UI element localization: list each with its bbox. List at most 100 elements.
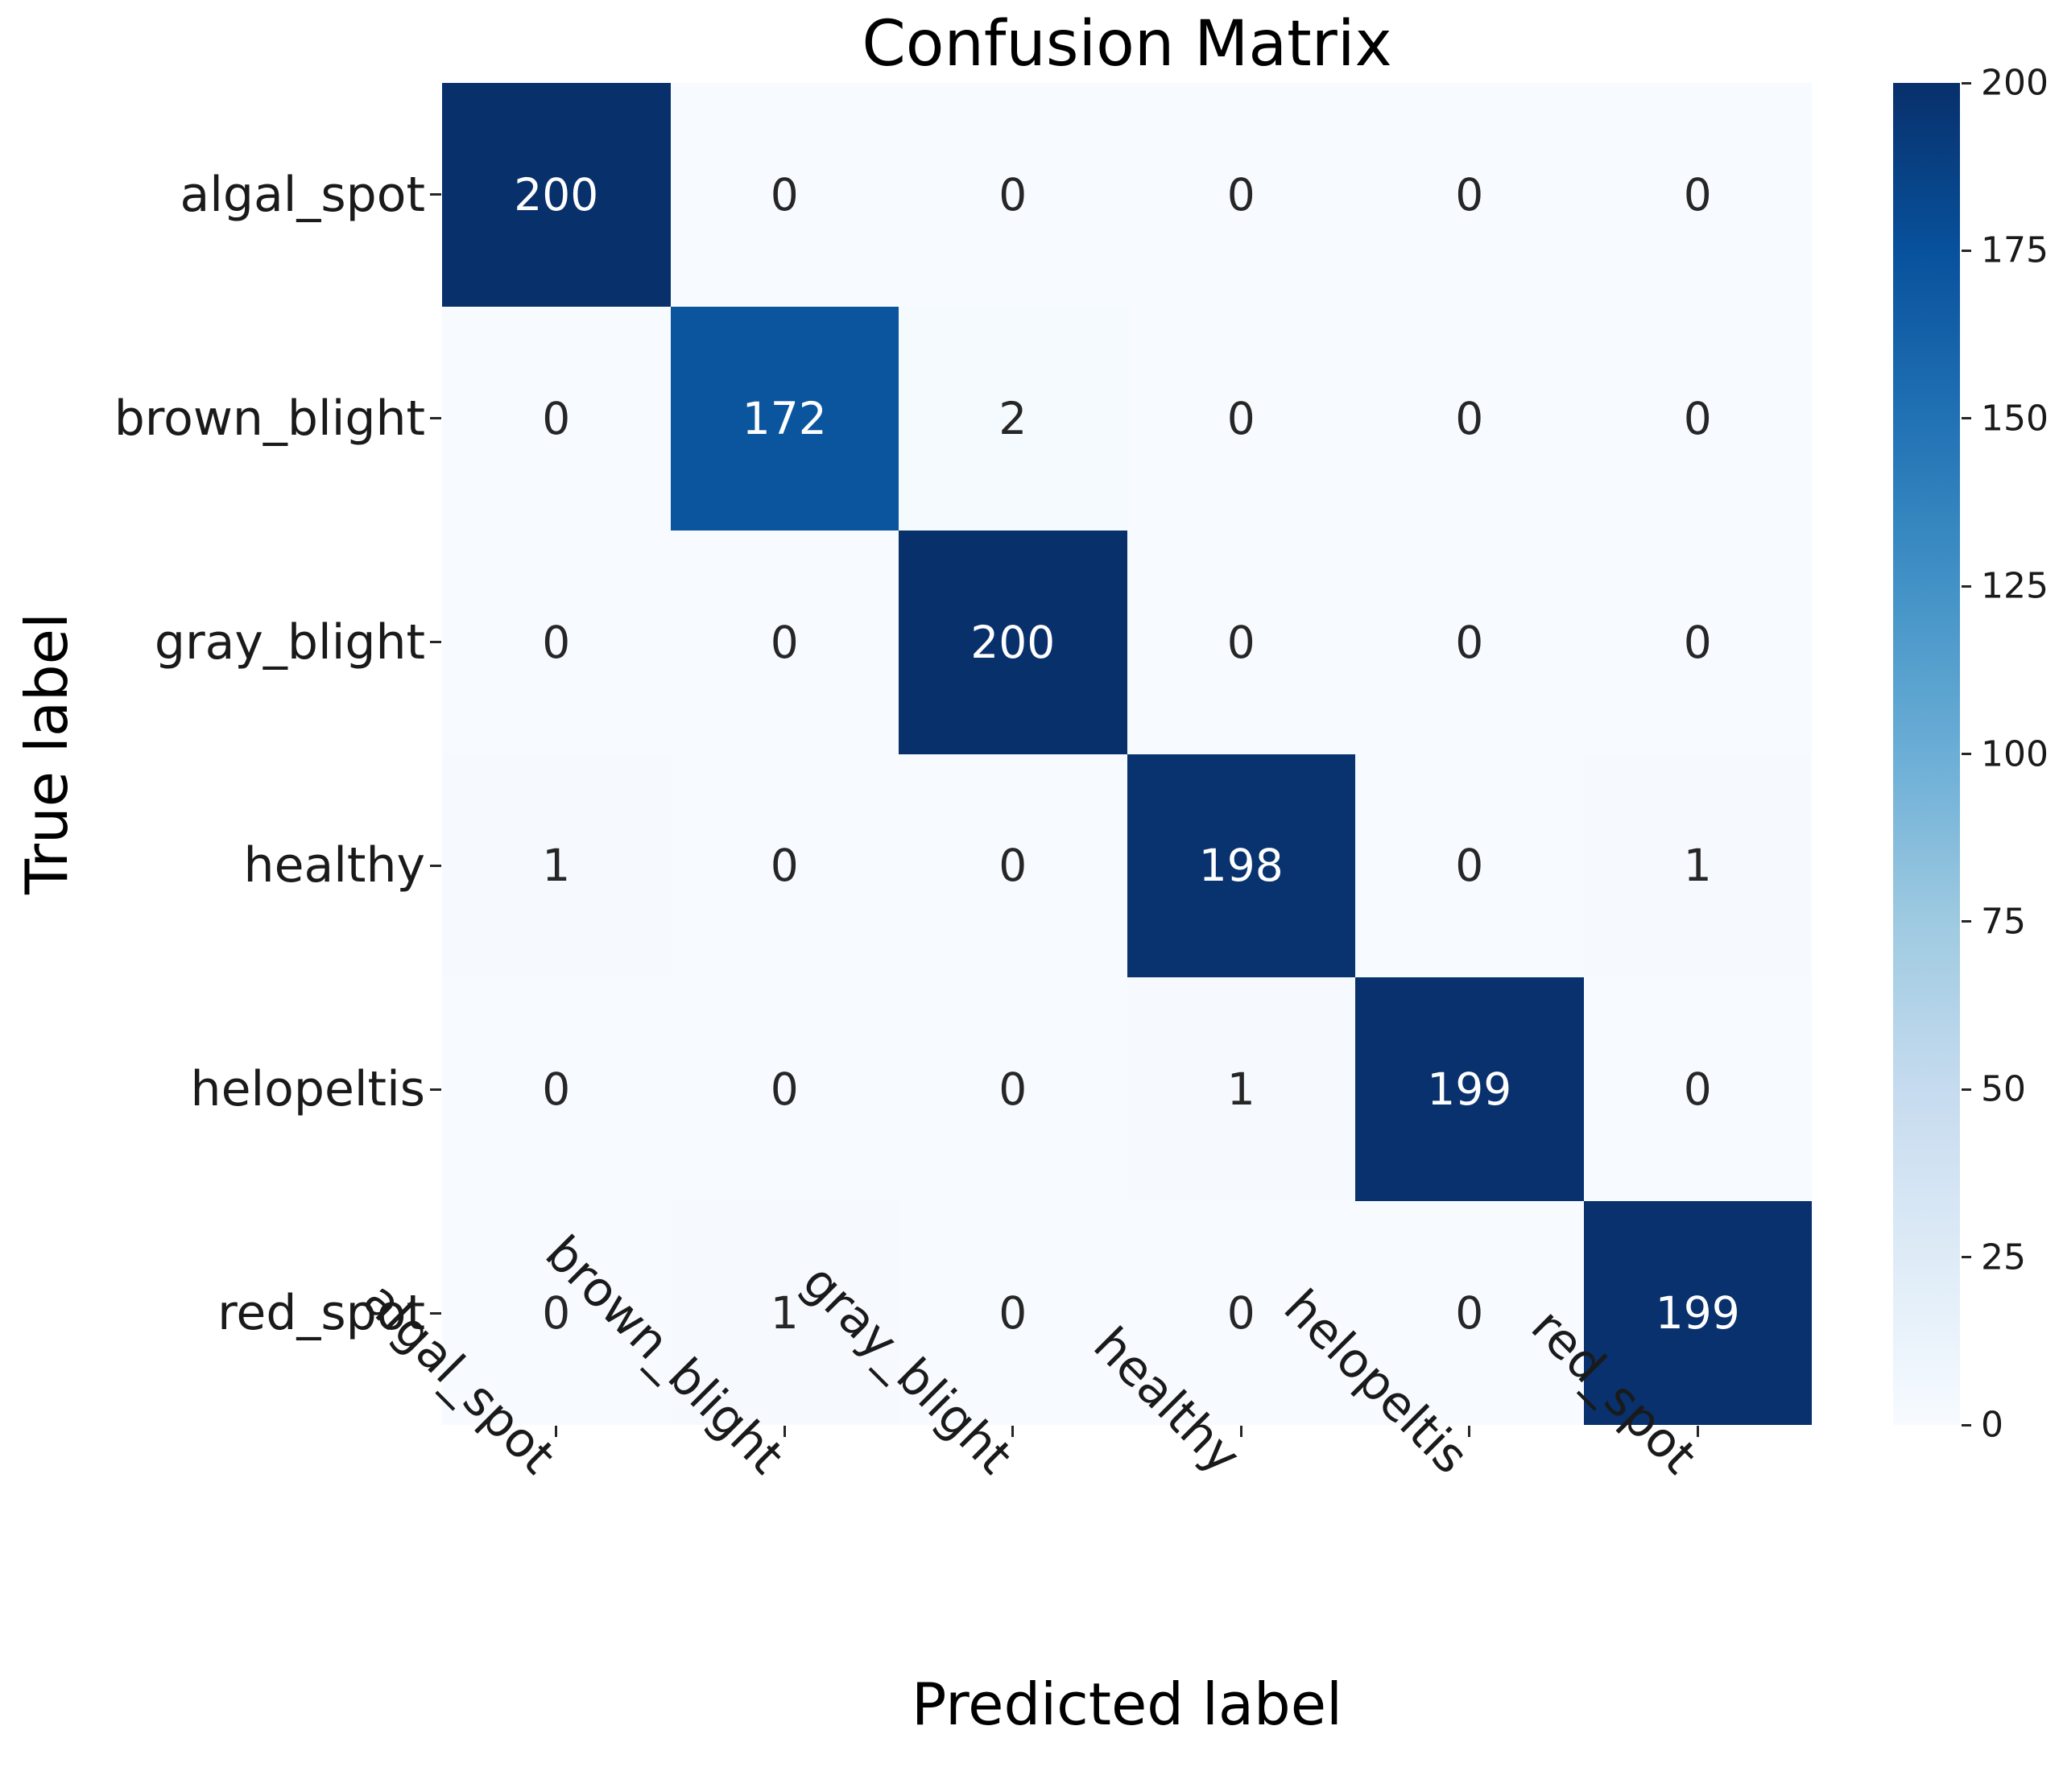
cell-value: 0: [770, 1063, 799, 1116]
heatmap-cell: 0: [670, 977, 899, 1202]
x-tick-mark: [1011, 1426, 1015, 1437]
colorbar-tick-label: 50: [1981, 1068, 2026, 1110]
heatmap-cell: 199: [1583, 1201, 1812, 1425]
cell-value: 0: [998, 168, 1027, 221]
heatmap-cell: 0: [1355, 754, 1584, 978]
cell-value: 0: [998, 1287, 1027, 1340]
cell-value: 1: [770, 1287, 799, 1340]
cell-value: 0: [542, 1287, 571, 1340]
heatmap-cell: 0: [1583, 530, 1812, 754]
cell-value: 0: [1455, 168, 1484, 221]
colorbar-tick-mark: [1962, 417, 1971, 420]
heatmap-cell: 0: [670, 530, 899, 754]
cell-value: 0: [1455, 1287, 1484, 1340]
colorbar-tick-mark: [1962, 753, 1971, 755]
cell-value: 199: [1655, 1287, 1740, 1340]
x-tick-mark: [783, 1426, 786, 1437]
cell-value: 1: [1683, 840, 1712, 892]
heatmap-cell: 1: [1583, 754, 1812, 978]
y-tick-mark: [430, 1088, 441, 1091]
colorbar-tick-label: 75: [1981, 901, 2026, 943]
cell-value: 0: [1683, 616, 1712, 668]
heatmap-cell: 1: [442, 754, 671, 978]
heatmap-cell: 0: [670, 83, 899, 307]
colorbar-tick-mark: [1962, 81, 1971, 85]
cell-value: 0: [770, 840, 799, 892]
cell-value: 0: [1455, 840, 1484, 892]
heatmap-cell: 0: [899, 1201, 1127, 1425]
colorbar-tick-label: 125: [1981, 565, 2049, 607]
heatmap-cell: 0: [1355, 306, 1584, 531]
colorbar-tick-mark: [1962, 584, 1971, 588]
colorbar-tick-mark: [1962, 1256, 1971, 1259]
cell-value: 0: [542, 616, 571, 668]
heatmap-cell: 1: [670, 1201, 899, 1425]
y-tick-mark: [430, 641, 441, 644]
cell-value: 0: [542, 392, 571, 444]
x-tick-mark: [555, 1426, 558, 1437]
cell-value: 199: [1427, 1063, 1512, 1116]
y-tick-mark: [430, 193, 441, 196]
heatmap-cell: 0: [899, 754, 1127, 978]
heatmap-cell: 200: [899, 530, 1127, 754]
cell-value: 0: [1455, 392, 1484, 444]
colorbar-tick-label: 200: [1981, 62, 2049, 104]
colorbar-tick-mark: [1962, 920, 1971, 923]
y-tick-label: helopeltis: [190, 1061, 425, 1118]
y-tick-label: gray_blight: [154, 613, 425, 671]
x-tick-mark: [1696, 1426, 1699, 1437]
heatmap-cell: 2: [899, 306, 1127, 531]
colorbar-tick-mark: [1962, 1088, 1971, 1091]
cell-value: 0: [1226, 168, 1255, 221]
cell-value: 0: [998, 1063, 1027, 1116]
heatmap-cell: 0: [442, 1201, 671, 1425]
cell-value: 1: [1226, 1063, 1255, 1116]
heatmap-cell: 0: [1127, 306, 1355, 531]
heatmap-cell: 0: [442, 530, 671, 754]
y-tick-label: brown_blight: [114, 390, 425, 447]
heatmap-cell: 200: [442, 83, 671, 307]
colorbar-tick-label: 150: [1981, 398, 2049, 440]
heatmap-cell: 198: [1127, 754, 1355, 978]
heatmap-cell: 0: [1583, 306, 1812, 531]
y-tick-label: algal_spot: [180, 166, 425, 223]
cell-value: 0: [1683, 168, 1712, 221]
cell-value: 0: [542, 1063, 571, 1116]
heatmap-cell: 199: [1355, 977, 1584, 1202]
x-tick-mark: [1239, 1426, 1242, 1437]
x-tick-mark: [1468, 1426, 1471, 1437]
heatmap-cell: 0: [1355, 1201, 1584, 1425]
cell-value: 0: [1683, 392, 1712, 444]
cell-value: 200: [970, 616, 1056, 668]
y-tick-mark: [430, 864, 441, 867]
cell-value: 200: [514, 168, 599, 221]
colorbar: [1893, 83, 1960, 1425]
chart-title: Confusion Matrix: [862, 8, 1392, 81]
heatmap-cell: 0: [1355, 83, 1584, 307]
cell-value: 172: [742, 392, 827, 444]
heatmap-grid: 200 0 0 0 0 0 0 172 2 0 0 0 0 0 200 0 0 0 1 0 0 198 0 1 0 0 0 1 199 0…: [442, 83, 1812, 1425]
heatmap-cell: 0: [1127, 1201, 1355, 1425]
x-axis-label: Predicted label: [911, 1670, 1342, 1738]
y-tick-label: red_spot: [217, 1285, 425, 1342]
heatmap-cell: 0: [1583, 977, 1812, 1202]
cell-value: 0: [1226, 616, 1255, 668]
heatmap-cell: 1: [1127, 977, 1355, 1202]
y-tick-mark: [430, 1311, 441, 1315]
heatmap-cell: 0: [442, 306, 671, 531]
heatmap-cell: 0: [899, 977, 1127, 1202]
heatmap-cell: 0: [1127, 530, 1355, 754]
colorbar-tick-label: 25: [1981, 1237, 2026, 1278]
colorbar-tick-label: 100: [1981, 733, 2049, 774]
colorbar-tick-mark: [1962, 1423, 1971, 1427]
cell-value: 2: [998, 392, 1027, 444]
cell-value: 0: [1683, 1063, 1712, 1116]
cell-value: 0: [1226, 1287, 1255, 1340]
cell-value: 0: [1226, 392, 1255, 444]
heatmap-cell: 0: [442, 977, 671, 1202]
y-tick-mark: [430, 417, 441, 420]
cell-value: 0: [998, 840, 1027, 892]
heatmap-cell: 0: [1583, 83, 1812, 307]
cell-value: 0: [1455, 616, 1484, 668]
